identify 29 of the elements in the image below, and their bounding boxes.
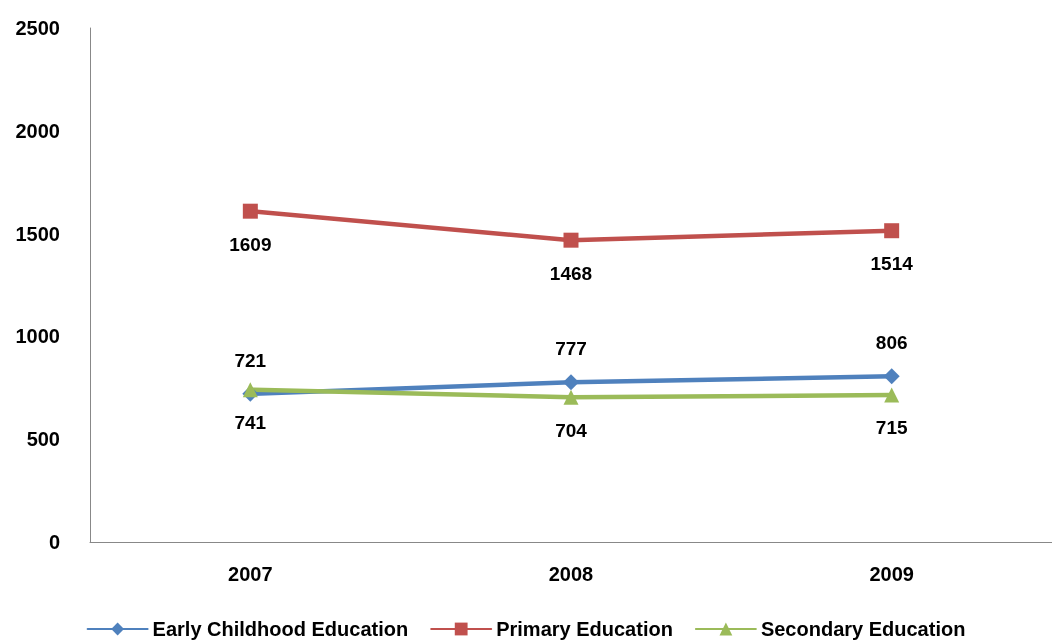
- data-label: 704: [555, 419, 588, 441]
- point: [563, 389, 579, 405]
- point: [884, 223, 900, 239]
- data-label: 741: [234, 412, 267, 434]
- legend-label: Early Childhood Education: [152, 618, 409, 640]
- data-label: 1468: [549, 262, 593, 284]
- legend-label: Secondary Education: [760, 618, 966, 640]
- point: [883, 368, 900, 385]
- point: [884, 387, 900, 403]
- point: [563, 374, 579, 391]
- y-tick-label: 1500: [15, 222, 60, 245]
- x-tick-label: 2009: [869, 563, 914, 585]
- point: [563, 232, 579, 248]
- data-label: 1514: [870, 253, 914, 275]
- x-tick-label: 2008: [548, 563, 594, 585]
- x-tick-label: 2007: [228, 563, 273, 585]
- y-tick-label: 2000: [15, 119, 60, 142]
- data-label: 1609: [229, 233, 272, 255]
- y-tick-label: 2500: [15, 17, 60, 39]
- point: [242, 203, 258, 219]
- legend-label: Primary Education: [496, 618, 673, 640]
- data-label: 777: [555, 338, 587, 360]
- y-tick-label: 500: [26, 428, 60, 451]
- point: [242, 382, 258, 398]
- y-tick-label: 1000: [15, 325, 60, 348]
- data-label: 806: [875, 332, 908, 354]
- data-label: 715: [875, 417, 908, 439]
- data-label: 721: [234, 349, 267, 371]
- y-tick-label: 0: [48, 531, 60, 553]
